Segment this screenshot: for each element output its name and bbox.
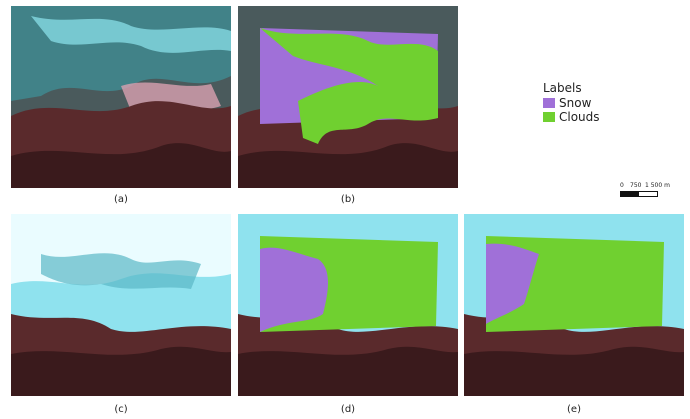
caption-e: (e): [567, 404, 581, 415]
snow-swatch: [543, 98, 555, 108]
image-panel-b: [238, 6, 458, 188]
scale-label-1500: 1 500 m: [645, 182, 670, 189]
image-panel-a: [11, 6, 231, 188]
legend-title: Labels: [543, 81, 582, 95]
legend-label-clouds: Clouds: [559, 110, 600, 124]
caption-d: (d): [340, 404, 356, 415]
caption-c: (c): [114, 404, 128, 415]
satellite-image-d: [238, 214, 458, 396]
legend-item-clouds: Clouds: [543, 110, 600, 124]
caption-b: (b): [340, 194, 356, 205]
image-panel-e: [464, 214, 684, 396]
satellite-image-b: [238, 6, 458, 188]
caption-a: (a): [114, 194, 128, 205]
scale-bar-graphic: [620, 191, 658, 197]
legend-item-snow: Snow: [543, 96, 600, 110]
clouds-swatch: [543, 112, 555, 122]
image-panel-d: [238, 214, 458, 396]
satellite-image-a: [11, 6, 231, 188]
scale-label-750: 750: [630, 182, 642, 189]
satellite-image-c: [11, 214, 231, 396]
legend-label-snow: Snow: [559, 96, 592, 110]
scale-label-0: 0: [620, 182, 624, 189]
image-panel-c: [11, 214, 231, 396]
legend: Labels Snow Clouds: [543, 81, 600, 124]
satellite-image-e: [464, 214, 684, 396]
scale-bar: 0 750 1 500 m: [620, 182, 680, 197]
